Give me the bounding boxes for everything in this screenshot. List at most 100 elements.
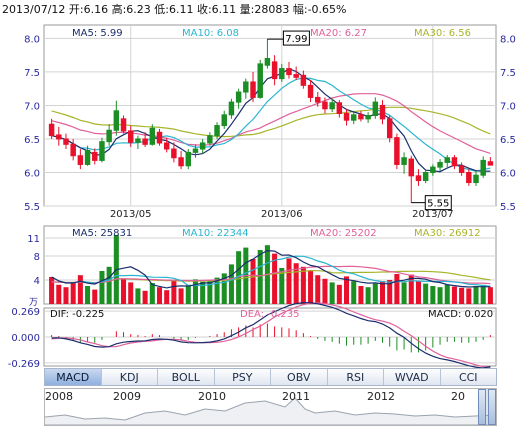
high-annotation-label: 7.99: [285, 34, 307, 45]
nav-year-2011: 2011: [282, 390, 310, 403]
candle-body: [350, 114, 357, 121]
candle-body: [243, 81, 249, 93]
tab-obv[interactable]: OBV: [271, 369, 328, 385]
candle-body: [322, 101, 328, 110]
candle-body: [466, 171, 472, 184]
tab-cci[interactable]: CCI: [458, 370, 478, 384]
candle-body: [315, 96, 321, 103]
volume-bar: [272, 253, 278, 304]
price-xtick: 2013/06: [261, 209, 303, 220]
dea-line: [51, 302, 491, 369]
volume-bar: [121, 278, 127, 304]
volume-bar: [185, 284, 191, 304]
nav-year-2010: 2010: [198, 390, 226, 403]
low-annotation-box: [424, 195, 452, 211]
price-ytick-left: 7.5: [24, 68, 40, 79]
volume-bar: [214, 277, 220, 304]
price-ytick-right: 7.5: [500, 68, 516, 79]
price-ytick-left: 6.5: [24, 135, 40, 146]
nav-year-2009: 2009: [113, 390, 141, 403]
nav-year-2013: 20: [451, 390, 465, 403]
price-legend-ma10: MA10: 6.08: [182, 28, 239, 39]
high-annotation-box: [282, 30, 310, 46]
volume-bar: [293, 263, 299, 304]
volume-bar: [300, 266, 306, 304]
tab-psy[interactable]: PSY: [215, 369, 271, 385]
volume-bar: [171, 280, 177, 304]
candle-body: [394, 137, 400, 165]
price-legend-ma30: MA30: 6.56: [414, 28, 471, 39]
candle-body: [473, 174, 479, 184]
volume-bar: [351, 281, 357, 304]
volume-bar: [358, 286, 364, 304]
ma5-line: [51, 68, 491, 173]
navigator-right-handle[interactable]: [488, 389, 496, 425]
tab-wvad[interactable]: WVAD: [384, 369, 441, 385]
navigator-overview-line: [45, 397, 496, 425]
tab-rsi[interactable]: RSI: [328, 369, 384, 385]
candle-body: [279, 68, 285, 80]
volume-bar: [480, 284, 486, 304]
candle-body: [192, 148, 199, 153]
candle-body: [84, 149, 91, 165]
tab-kdj[interactable]: KDJ: [102, 369, 158, 385]
volume-unit: 万: [29, 298, 38, 308]
volume-bar: [423, 283, 429, 304]
candle-body: [386, 118, 393, 139]
candle-body: [300, 74, 307, 86]
candle-body: [430, 166, 436, 173]
nav-year-2008: 2008: [45, 390, 73, 403]
volume-bar: [408, 274, 414, 304]
candle-body: [365, 115, 371, 120]
price-ytick-right: 6.5: [500, 135, 516, 146]
macd-legend-dea: DEA: -0.235: [240, 309, 299, 320]
navigator-left-handle[interactable]: [478, 389, 486, 425]
candle-body: [437, 161, 443, 168]
candle-body: [257, 63, 263, 98]
macd-ytick: 0.000: [11, 333, 40, 344]
candle-body: [163, 142, 170, 150]
candle-body: [221, 114, 227, 127]
volume-bar: [142, 290, 148, 304]
volume-bar: [430, 286, 436, 304]
volume-bar: [70, 282, 76, 304]
price-xtick: 2013/05: [110, 209, 152, 220]
volume-bar: [329, 282, 335, 304]
volume-bar: [178, 288, 184, 304]
volume-bar: [164, 290, 170, 304]
volume-bar: [487, 287, 493, 304]
candle-body: [142, 138, 148, 145]
price-ytick-left: 7.0: [24, 101, 40, 112]
volume-bar: [344, 276, 350, 304]
candle-body: [422, 171, 429, 182]
candle-body: [171, 148, 177, 159]
volume-ma10-line: [51, 255, 491, 287]
volume-bar: [394, 274, 400, 304]
candle-body: [185, 151, 192, 167]
candle-body: [228, 101, 235, 116]
volume-bar: [336, 284, 342, 304]
time-navigator[interactable]: 2008 2009 2010 2011 2012 20: [44, 388, 497, 426]
volume-bar: [437, 287, 443, 304]
tab-boll[interactable]: BOLL: [158, 369, 215, 385]
candle-body: [451, 157, 458, 167]
price-xtick: 2013/07: [412, 209, 454, 220]
volume-bar: [49, 277, 55, 304]
volume-bar: [286, 258, 292, 304]
candle-body: [149, 127, 156, 145]
volume-bar: [192, 279, 198, 304]
candle-body: [336, 102, 343, 114]
header-quote: 2013/07/12 开:6.16 高:6.23 低:6.11 收:6.11 量…: [2, 2, 347, 16]
candle-body: [372, 101, 379, 116]
candle-body: [408, 158, 415, 177]
candle-body: [127, 130, 134, 143]
volume-bar: [372, 283, 378, 304]
candle-body: [48, 123, 55, 137]
price-legend-ma20: MA20: 6.27: [310, 28, 367, 39]
tab-macd[interactable]: MACD: [45, 369, 102, 385]
volume-bar: [200, 281, 206, 304]
candle-body: [401, 157, 407, 165]
macd-legend-dif: DIF: -0.225: [50, 309, 104, 320]
candle-body: [480, 159, 486, 176]
